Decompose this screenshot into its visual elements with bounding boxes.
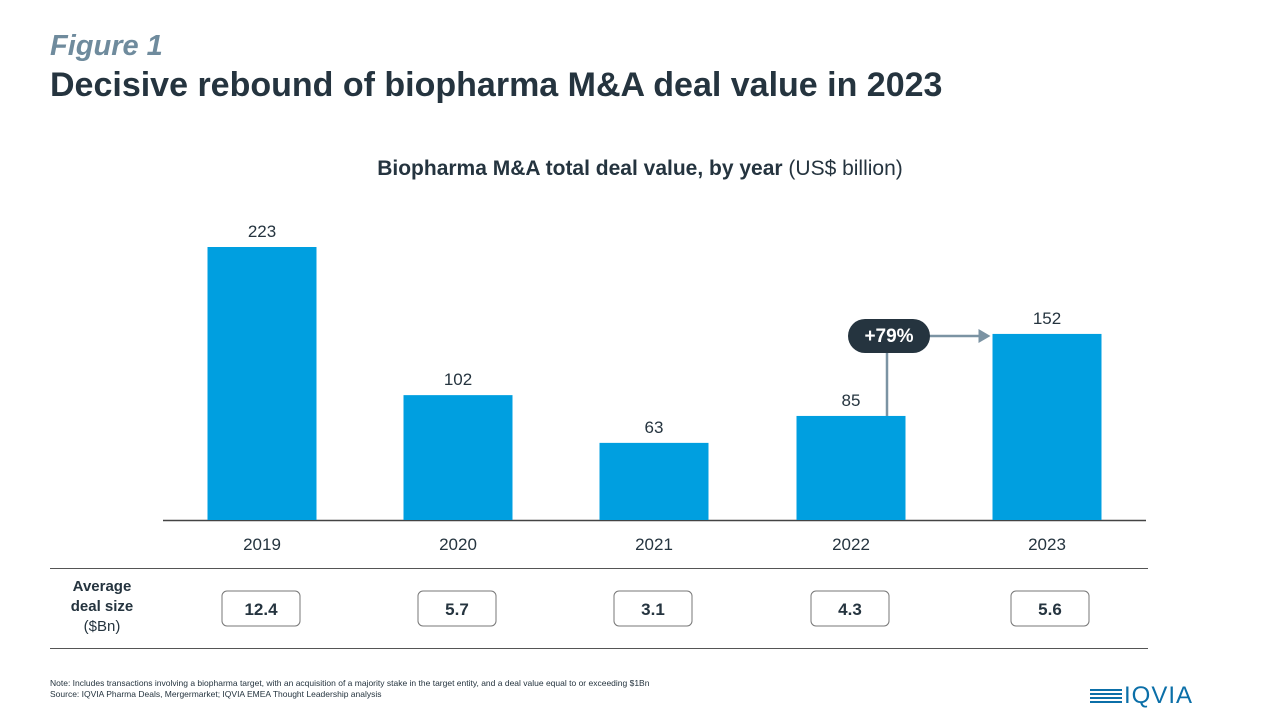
x-tick-2020: 2020	[439, 535, 477, 554]
value-label-2022: 85	[842, 391, 861, 410]
x-tick-2019: 2019	[243, 535, 281, 554]
average-label-line2: deal size	[70, 598, 134, 615]
growth-badge	[848, 319, 930, 353]
value-label-2021: 63	[645, 418, 664, 437]
logo-lines-icon	[1090, 689, 1122, 705]
value-label-2019: 223	[248, 222, 276, 241]
avg-deal-box-2023	[1010, 590, 1090, 627]
x-tick-2021: 2021	[635, 535, 673, 554]
page-title: Decisive rebound of biopharma M&A deal v…	[50, 66, 943, 104]
chart-title-main: Biopharma M&A total deal value, by year	[377, 157, 783, 180]
value-label-2020: 102	[444, 370, 472, 389]
bar-2021	[599, 442, 709, 520]
bar-2022	[796, 415, 906, 520]
avg-deal-value-2019: 12.4	[244, 600, 278, 619]
x-tick-2023: 2023	[1028, 535, 1066, 554]
avg-deal-box-2022	[810, 590, 890, 627]
x-tick-2022: 2022	[832, 535, 870, 554]
footnote-source: Source: IQVIA Pharma Deals, Mergermarket…	[50, 689, 382, 699]
chart-title-unit: (US$ billion)	[788, 157, 903, 180]
avg-deal-value-2020: 5.7	[445, 600, 469, 619]
footnotes: Note: Includes transactions involving a …	[50, 678, 649, 700]
avg-deal-box-2021	[613, 590, 693, 627]
iqvia-logo: IQVIA	[1090, 682, 1210, 710]
avg-deal-box-2019	[221, 590, 301, 627]
bar-2023	[992, 333, 1102, 520]
avg-deal-value-2021: 3.1	[641, 600, 665, 619]
figure-label: Figure 1	[50, 30, 163, 62]
average-label-unit: ($Bn)	[83, 618, 121, 635]
bar-2020	[403, 395, 513, 520]
footnote-note: Note: Includes transactions involving a …	[50, 678, 650, 688]
bar-2019	[207, 247, 317, 520]
avg-deal-value-2022: 4.3	[838, 600, 862, 619]
chart-title: Biopharma M&A total deal value, by year …	[0, 157, 1280, 181]
average-deal-size-label: Average deal size ($Bn)	[52, 577, 152, 637]
logo-text: IQVIA	[1124, 682, 1194, 709]
avg-deal-box-2020	[417, 590, 497, 627]
value-label-2023: 152	[1033, 309, 1061, 328]
growth-badge-text: +79%	[864, 326, 913, 347]
avg-deal-value-2023: 5.6	[1038, 600, 1062, 619]
average-label-line1: Average	[72, 578, 132, 595]
growth-arrow-head	[978, 329, 991, 343]
